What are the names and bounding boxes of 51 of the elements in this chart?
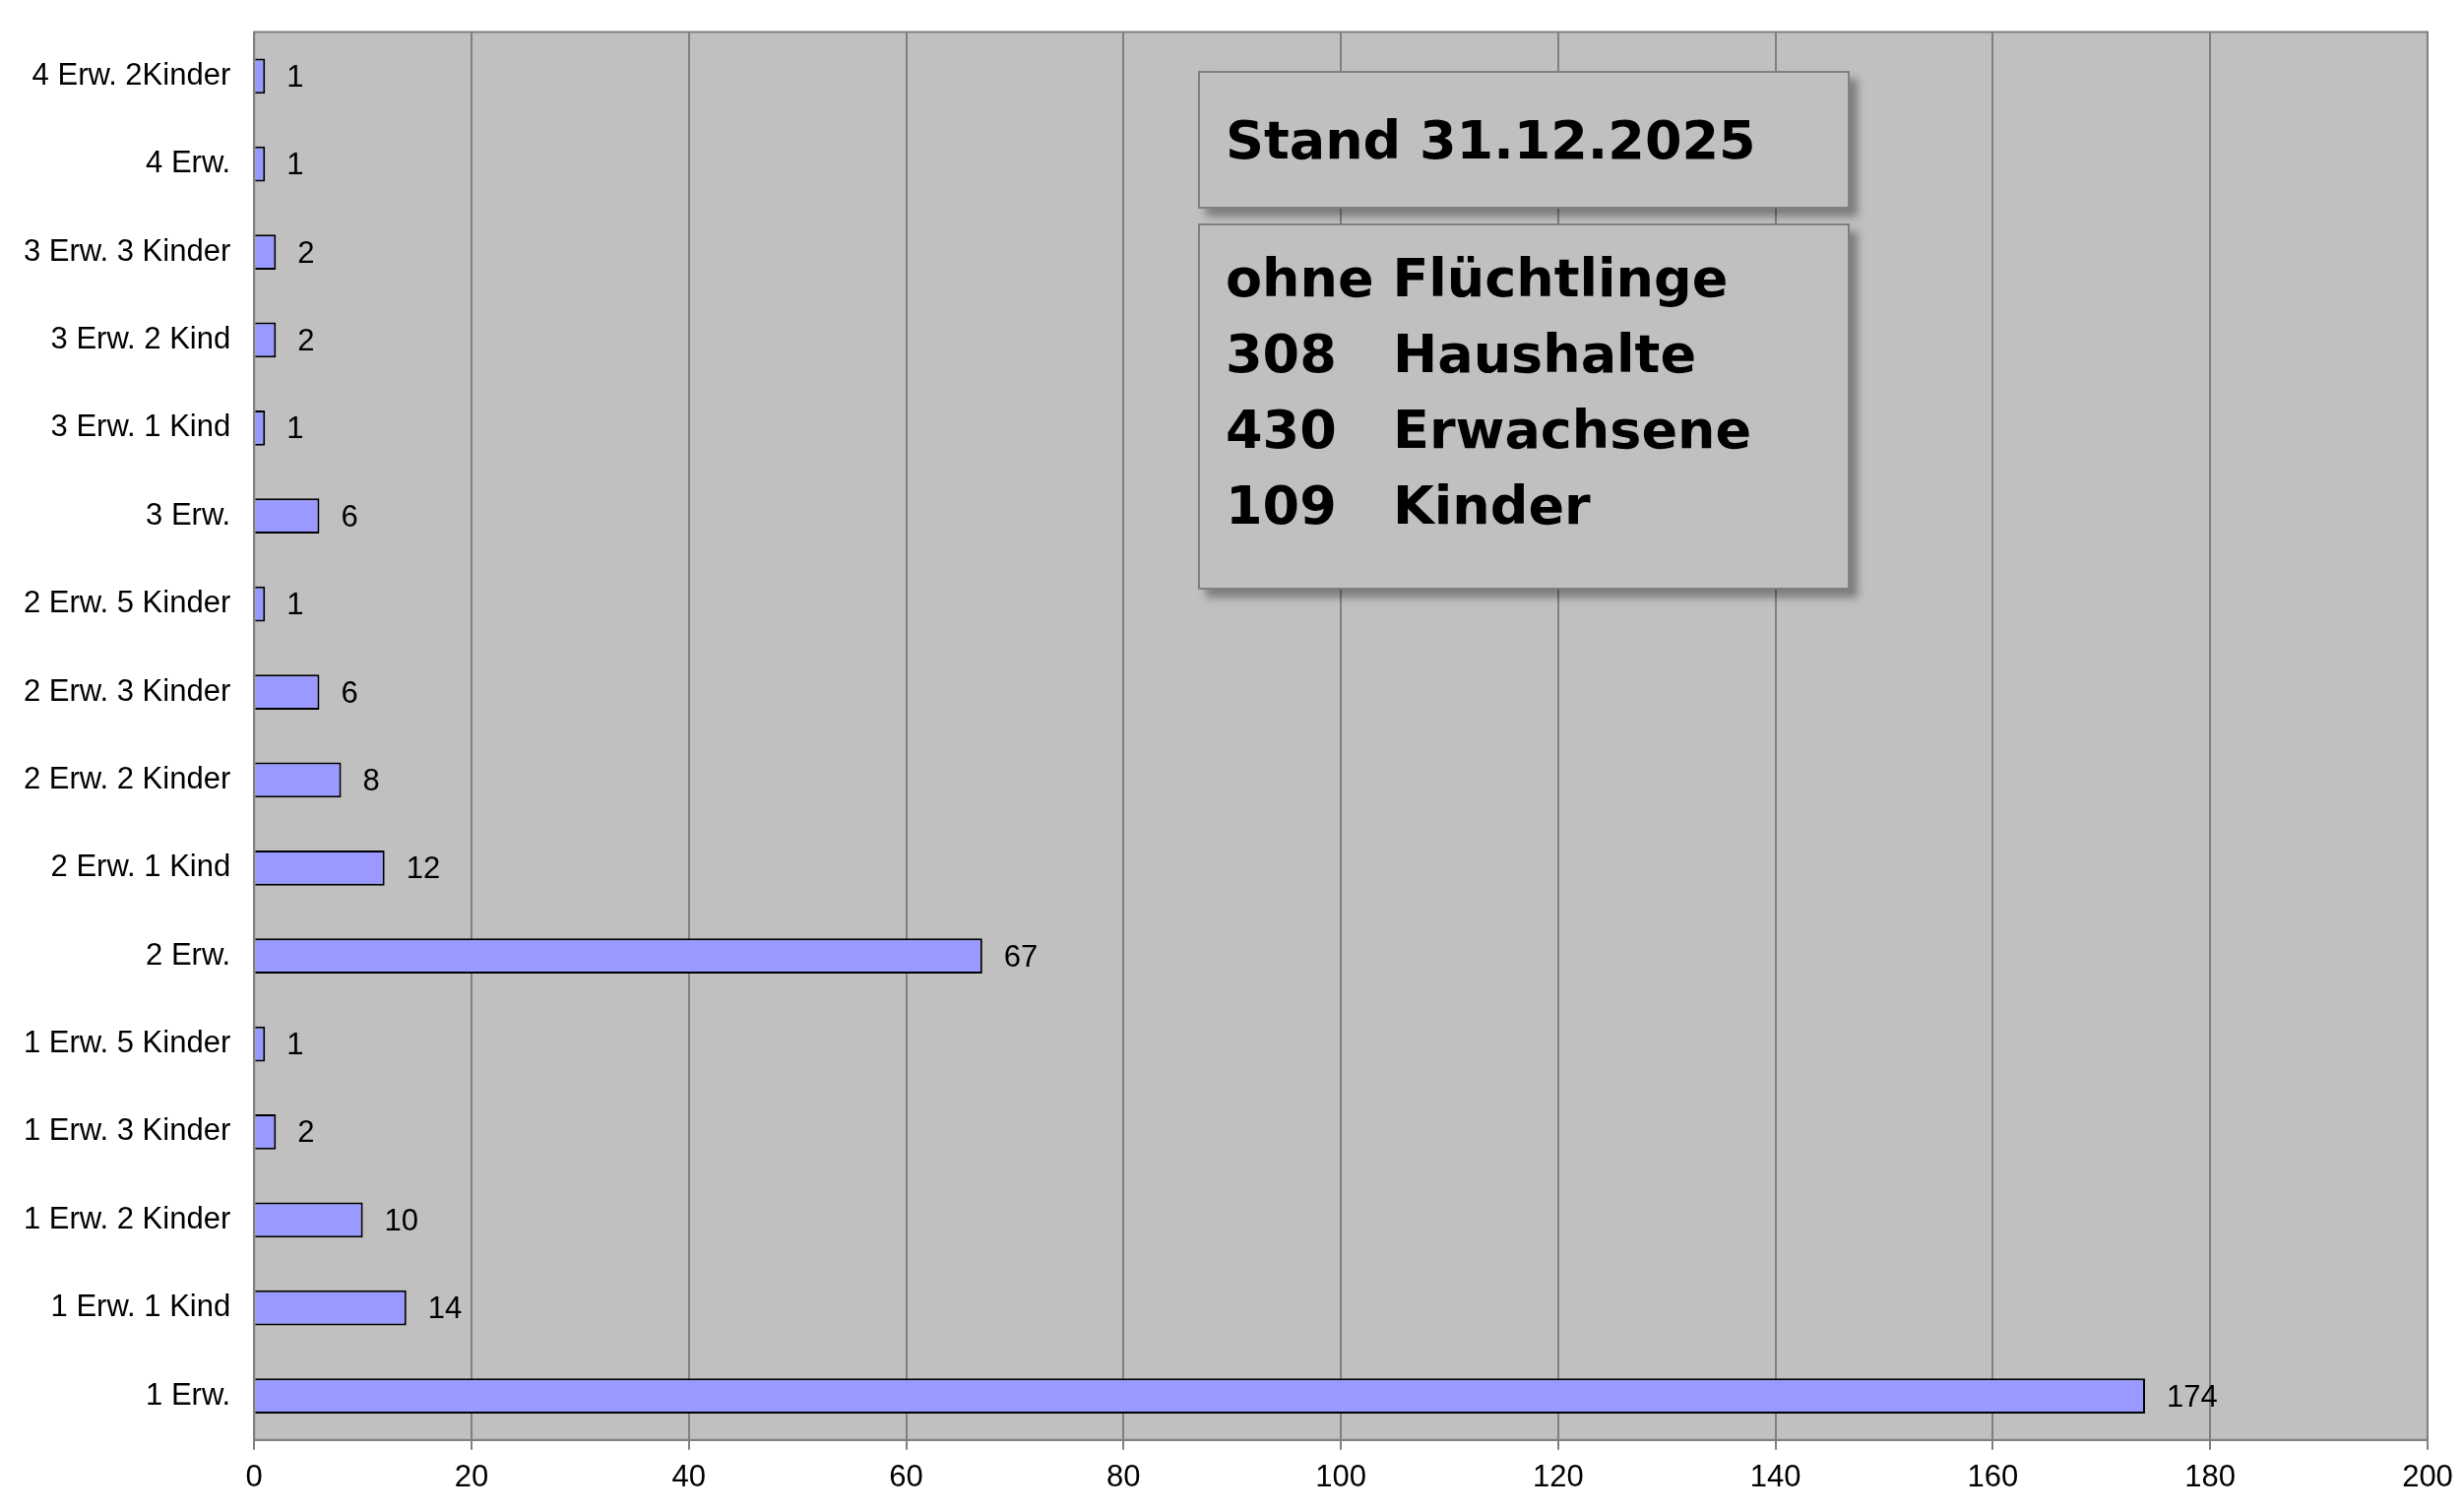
data-label: 67 bbox=[1003, 938, 1039, 974]
data-label: 12 bbox=[406, 850, 441, 886]
data-label: 8 bbox=[362, 762, 380, 797]
data-label: 10 bbox=[384, 1202, 419, 1237]
annotation: 109 bbox=[1226, 474, 1338, 536]
y-tick-label: 3 Erw. 2 Kind bbox=[50, 321, 231, 355]
x-tick-label: 20 bbox=[454, 1458, 489, 1493]
y-tick-label: 2 Erw. bbox=[146, 936, 231, 972]
x-tick-label: 40 bbox=[671, 1458, 707, 1493]
annotation: Stand 31.12.2025 bbox=[1198, 71, 1850, 209]
y-tick-label: 4 Erw. bbox=[146, 145, 231, 180]
y-tick-label: 1 Erw. 5 Kinder bbox=[24, 1025, 231, 1060]
x-tick-label: 160 bbox=[1967, 1458, 2019, 1493]
y-tick-label: 2 Erw. 5 Kinder bbox=[24, 585, 231, 620]
y-tick-label: 2 Erw. 3 Kinder bbox=[24, 672, 231, 708]
x-tick-label: 60 bbox=[889, 1458, 923, 1493]
data-label: 1 bbox=[286, 147, 304, 182]
x-tick-label: 180 bbox=[2184, 1458, 2237, 1493]
y-tick-label: 4 Erw. 2Kinder bbox=[32, 56, 231, 92]
data-label: 2 bbox=[297, 234, 315, 270]
y-tick-label: 1 Erw. 2 Kinder bbox=[24, 1200, 231, 1235]
x-tick-label: 80 bbox=[1106, 1458, 1141, 1493]
data-label: 1 bbox=[286, 58, 304, 94]
y-tick-label: 3 Erw. 3 Kinder bbox=[24, 232, 231, 268]
x-tick-label: 140 bbox=[1749, 1458, 1801, 1493]
y-tick-label: 1 Erw. 1 Kind bbox=[50, 1289, 231, 1324]
annotation: ohne Flüchtlinge bbox=[1226, 247, 1730, 309]
y-tick-label: 3 Erw. bbox=[146, 496, 231, 532]
data-label: 174 bbox=[2166, 1378, 2218, 1414]
y-tick-label: 1 Erw. bbox=[146, 1376, 231, 1412]
data-label: 14 bbox=[427, 1291, 463, 1326]
data-label: 6 bbox=[341, 674, 358, 710]
annotation: Haushalte bbox=[1393, 323, 1698, 385]
x-tick-label: 0 bbox=[245, 1458, 263, 1493]
annotation: 430 bbox=[1226, 399, 1338, 461]
data-label: 1 bbox=[286, 410, 304, 446]
annotation: Kinder bbox=[1393, 474, 1592, 536]
y-tick-label: 2 Erw. 1 Kind bbox=[50, 849, 231, 884]
data-label: 6 bbox=[341, 498, 358, 534]
y-tick-label: 3 Erw. 1 Kind bbox=[50, 409, 231, 444]
data-label: 1 bbox=[286, 587, 304, 622]
data-label: 1 bbox=[286, 1027, 304, 1062]
data-label: 2 bbox=[297, 323, 315, 357]
x-tick-label: 100 bbox=[1315, 1458, 1366, 1493]
x-tick-label: 200 bbox=[2402, 1458, 2453, 1493]
data-label: 2 bbox=[297, 1114, 315, 1150]
y-tick-label: 2 Erw. 2 Kinder bbox=[24, 760, 231, 795]
x-tick-label: 120 bbox=[1533, 1458, 1584, 1493]
y-tick-label: 1 Erw. 3 Kinder bbox=[24, 1112, 231, 1148]
annotation: Erwachsene bbox=[1393, 399, 1753, 461]
annotation: 308 bbox=[1226, 323, 1338, 385]
